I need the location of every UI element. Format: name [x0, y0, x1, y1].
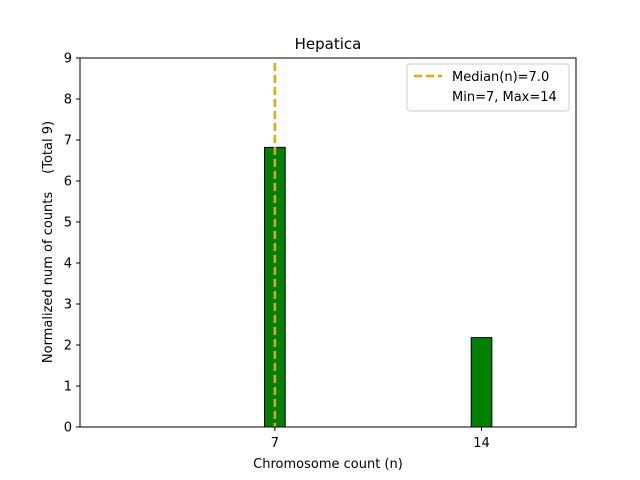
y-tick-label-0: 0 — [64, 421, 72, 436]
x-tick-label-7: 7 — [271, 436, 279, 451]
x-axis-label: Chromosome count (n) — [253, 457, 403, 472]
svg-text:Normalized num of counts(Total: Normalized num of counts (Total 9) — [41, 121, 56, 363]
y-tick-label-8: 8 — [64, 93, 72, 108]
y-axis-label-total: (Total 9) — [41, 121, 56, 174]
y-axis-label-main: Normalized num of counts — [41, 192, 56, 363]
chart-title: Hepatica — [295, 35, 362, 53]
x-tick-label-14: 14 — [473, 436, 490, 451]
y-axis-label: Normalized num of counts (Total 9) — [41, 121, 56, 363]
y-tick-label-5: 5 — [64, 216, 72, 231]
axes-frame — [79, 57, 577, 428]
y-tick-label-1: 1 — [64, 380, 72, 395]
legend: Median(n)=7.0 Min=7, Max=14 — [406, 63, 570, 112]
plot-area: 0 1 2 3 4 5 6 7 8 9 7 14 — [64, 52, 577, 451]
y-tick-label-2: 2 — [64, 339, 72, 354]
legend-box — [406, 63, 570, 112]
legend-minmax-label: Min=7, Max=14 — [452, 90, 557, 105]
y-tick-label-6: 6 — [64, 175, 72, 190]
y-tick-label-7: 7 — [64, 134, 72, 149]
y-tick-label-9: 9 — [64, 52, 72, 67]
y-tick-label-3: 3 — [64, 298, 72, 313]
y-tick-label-4: 4 — [64, 257, 72, 272]
legend-median-label: Median(n)=7.0 — [452, 70, 549, 85]
bar-14 — [470, 337, 493, 428]
